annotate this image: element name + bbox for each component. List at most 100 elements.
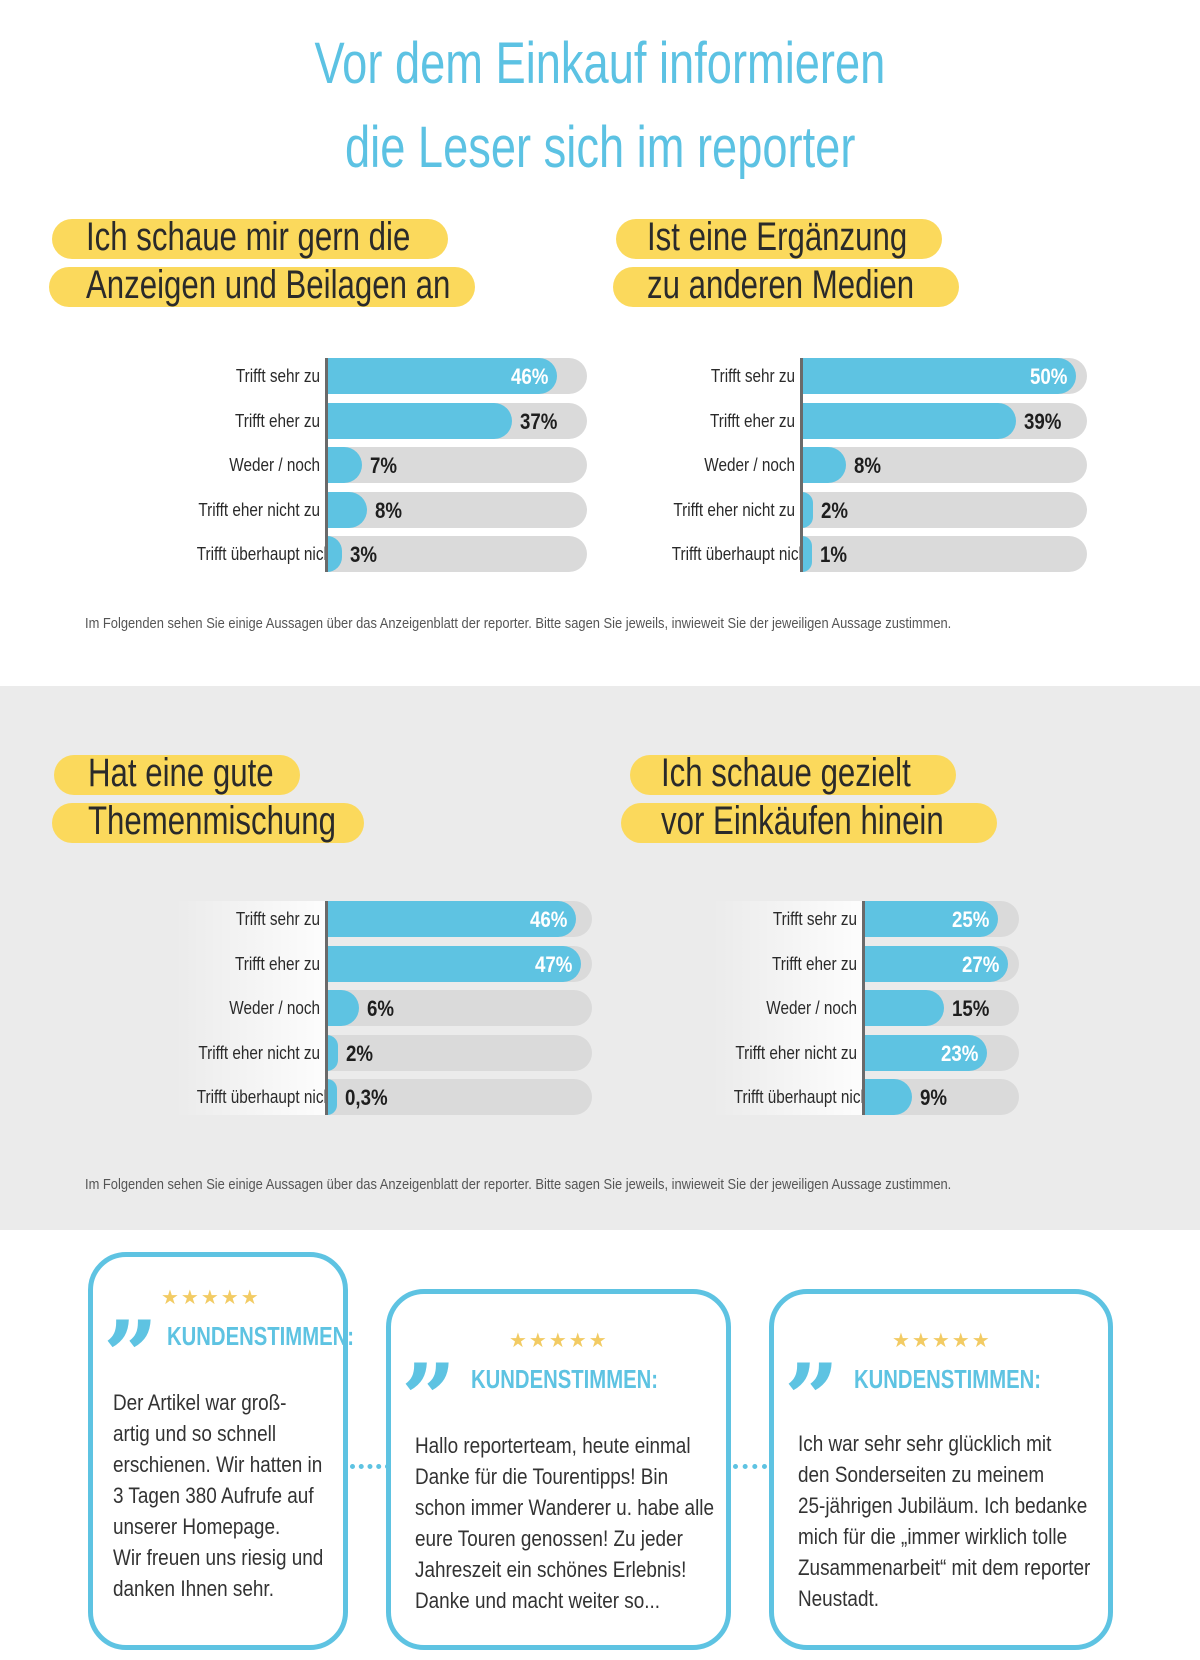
page-title: Vor dem Einkauf informieren die Leser si…	[0, 22, 1200, 190]
rating-stars: ★★★★★	[892, 1330, 992, 1352]
bar-track	[802, 536, 1087, 572]
chart-row: Trifft eher nicht zu 23%	[712, 1034, 1039, 1071]
value-label: 46%	[529, 907, 568, 932]
bar	[802, 536, 812, 572]
chart-row: Trifft eher nicht zu 2%	[175, 1034, 612, 1071]
chart-axis	[862, 901, 865, 1115]
value-label: 37%	[520, 408, 558, 434]
chart-row: Trifft überhaupt nicht zu 0,3%	[175, 1079, 612, 1115]
value-label: 15%	[952, 996, 990, 1021]
value-label: 0,3%	[345, 1085, 388, 1110]
value-label: 47%	[535, 951, 573, 977]
chart-1-heading-line-1: Ich schaue mir gern die	[86, 215, 411, 259]
testimonial-card-1: ★★★★★ ” KUNDENSTIMMEN: Der Artikel war g…	[88, 1252, 354, 1650]
bar-track	[327, 491, 587, 528]
bar	[327, 1034, 338, 1071]
category-label: Trifft sehr zu	[235, 909, 320, 929]
chart-3-heading-line-1: Hat eine gute	[88, 751, 274, 795]
testimonial-text: Ich war sehr sehr glücklich mit den Sond…	[798, 1431, 1091, 1611]
value-label: 8%	[853, 453, 881, 478]
value-label: 2%	[345, 1040, 373, 1066]
value-label: 25%	[951, 907, 990, 932]
chart-2-heading-line-1: Ist eine Ergänzung	[647, 215, 908, 259]
footnote-top: Im Folgenden sehen Sie einige Aussagen ü…	[85, 615, 952, 632]
value-label: 2%	[820, 497, 848, 523]
bar	[864, 945, 1009, 982]
bar	[864, 990, 945, 1026]
testimonial-text: Der Artikel war groß- artig und so schne…	[113, 1390, 324, 1601]
footnote-bottom: Im Folgenden sehen Sie einige Aussagen ü…	[85, 1176, 952, 1193]
category-label: Weder / noch	[704, 455, 795, 475]
bar	[327, 491, 367, 528]
bar-track	[327, 447, 587, 483]
chart-2-heading-line-2: zu anderen Medien	[647, 263, 915, 307]
value-label: 8%	[375, 497, 403, 523]
dotted-connector	[733, 1464, 767, 1473]
chart-row: Trifft eher zu 39%	[650, 402, 1107, 439]
chart-row: Weder / noch 6%	[175, 990, 612, 1026]
chart-4-heading-line-1: Ich schaue gezielt	[661, 751, 911, 795]
chart-1-heading-line-2: Anzeigen und Beilagen an	[86, 263, 451, 307]
testimonial-card-2: ★★★★★ ” KUNDENSTIMMEN: Hallo reportertea…	[386, 1289, 731, 1650]
chart-axis	[325, 358, 328, 572]
chart-4-heading-line-2: vor Einkäufen hinein	[661, 799, 944, 843]
bar-track	[327, 1034, 592, 1071]
page-title-line-2: die Leser sich im reporter	[344, 115, 856, 180]
bar-track	[802, 491, 1087, 528]
category-label: Weder / noch	[229, 455, 320, 475]
category-label: Trifft eher zu	[234, 953, 320, 974]
chart-label-panel	[650, 358, 802, 572]
value-label: 39%	[1023, 408, 1062, 434]
category-label: Trifft überhaupt nicht zu	[733, 1087, 894, 1107]
value-label: 46%	[511, 364, 549, 389]
rating-stars: ★★★★★	[161, 1287, 261, 1309]
chart-3-heading-line-2: Themenmischung	[88, 799, 336, 843]
bar	[864, 1034, 987, 1071]
category-label: Trifft eher nicht zu	[198, 499, 320, 520]
chart-label-panel	[712, 901, 864, 1115]
page-title-line-1: Vor dem Einkauf informieren	[314, 31, 886, 96]
chart-row: Trifft sehr zu 25%	[712, 901, 1039, 937]
value-label: 1%	[820, 542, 848, 567]
testimonial-text: Hallo reporterteam, heute einmal Danke f…	[415, 1433, 715, 1613]
chart-row: Weder / noch 7%	[175, 447, 607, 483]
chart-row: Trifft eher zu 37%	[175, 402, 607, 439]
bar	[864, 901, 998, 937]
category-label: Trifft überhaupt nicht zu	[196, 1087, 357, 1107]
category-label: Trifft eher nicht zu	[673, 499, 795, 520]
category-label: Trifft eher zu	[234, 410, 320, 431]
bar	[802, 402, 1016, 439]
bar	[864, 1079, 913, 1115]
category-label: Trifft sehr zu	[772, 909, 857, 929]
category-label: Weder / noch	[766, 998, 857, 1018]
chart-row: Trifft überhaupt nicht zu 3%	[175, 536, 607, 572]
chart-axis	[325, 901, 328, 1115]
chart-label-panel	[175, 901, 327, 1115]
bar	[327, 945, 582, 982]
category-label: Trifft überhaupt nicht zu	[671, 544, 832, 564]
bar-track	[327, 990, 592, 1026]
testimonial-card-3: ★★★★★ ” KUNDENSTIMMEN: Ich war sehr sehr…	[769, 1289, 1113, 1650]
chart-axis	[800, 358, 803, 572]
value-label: 7%	[370, 453, 398, 478]
chart-row: Trifft sehr zu 46%	[175, 901, 612, 937]
bar	[327, 901, 576, 937]
quote-icon: ”	[784, 1343, 840, 1456]
chart-row: Trifft sehr zu 50%	[650, 358, 1107, 394]
category-label: Trifft eher nicht zu	[198, 1042, 320, 1063]
chart-row: Trifft überhaupt nicht zu 1%	[650, 536, 1107, 572]
bar-track	[327, 536, 587, 572]
bar	[802, 358, 1077, 394]
category-label: Trifft eher zu	[709, 410, 795, 431]
bar	[327, 1079, 337, 1115]
category-label: Trifft sehr zu	[710, 366, 795, 386]
bar-track	[802, 447, 1087, 483]
chart-row: Trifft eher zu 47%	[175, 945, 612, 982]
dotted-connector	[350, 1464, 390, 1473]
value-label: 6%	[367, 996, 395, 1021]
chart-label-panel	[175, 358, 327, 572]
category-label: Trifft sehr zu	[235, 366, 320, 386]
bar	[327, 990, 360, 1026]
bar	[802, 491, 813, 528]
chart-row: Weder / noch 8%	[650, 447, 1107, 483]
